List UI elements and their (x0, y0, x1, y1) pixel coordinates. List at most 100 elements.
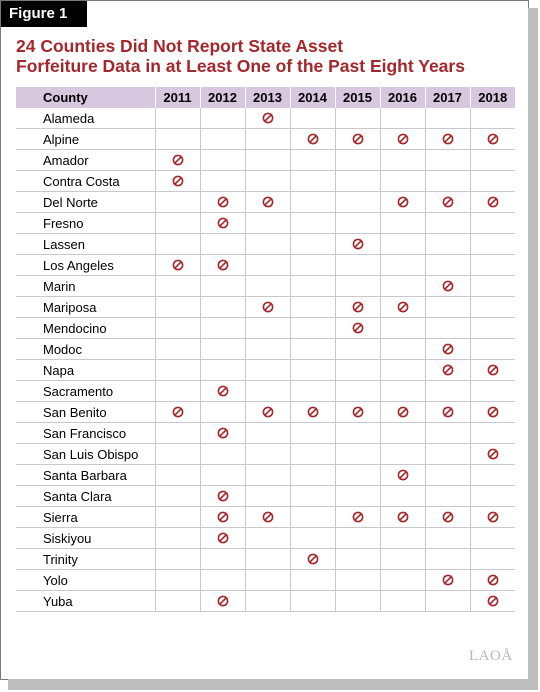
table-row: Lassen (16, 233, 515, 255)
year-cell (154, 296, 200, 318)
year-cell (199, 569, 245, 591)
year-cell (289, 170, 335, 192)
year-cell (154, 380, 200, 402)
prohibited-icon (442, 364, 453, 376)
prohibited-icon (262, 196, 273, 208)
year-cell (244, 401, 290, 423)
year-cell (289, 275, 335, 297)
prohibited-icon (352, 301, 363, 313)
table-row: Amador (16, 149, 515, 171)
prohibited-icon (172, 406, 183, 418)
year-cell (469, 569, 515, 591)
year-cell (289, 108, 335, 129)
county-name: Marin (16, 275, 155, 297)
year-cell (199, 149, 245, 171)
prohibited-icon (217, 532, 228, 544)
year-cell (379, 275, 425, 297)
year-cell (334, 590, 380, 612)
year-cell (334, 275, 380, 297)
prohibited-icon (487, 406, 499, 418)
year-cell (154, 254, 200, 276)
year-cell (379, 296, 425, 318)
year-column-header: 2012 (199, 87, 245, 108)
table-row: Los Angeles (16, 254, 515, 276)
year-cell (334, 485, 380, 507)
year-cell (289, 380, 335, 402)
year-cell (334, 548, 380, 570)
prohibited-icon (397, 301, 408, 313)
table-row: Yolo (16, 569, 515, 591)
year-cell (199, 527, 245, 549)
year-cell (424, 254, 470, 276)
year-cell (244, 569, 290, 591)
year-cell (289, 527, 335, 549)
year-cell (199, 359, 245, 381)
year-cell (244, 212, 290, 234)
year-cell (334, 191, 380, 213)
year-cell (244, 170, 290, 192)
year-cell (424, 296, 470, 318)
table-row: Marin (16, 275, 515, 297)
table-body: Alameda Alpine Amador Contra Costa Del Norte… (16, 108, 515, 612)
year-cell (154, 485, 200, 507)
county-name: Sacramento (16, 380, 155, 402)
year-cell (379, 149, 425, 171)
year-cell (199, 317, 245, 339)
county-name: Siskiyou (16, 527, 155, 549)
year-cell (244, 254, 290, 276)
year-cell (154, 401, 200, 423)
year-cell (244, 338, 290, 360)
figure-label: Figure 1 (1, 1, 87, 27)
year-cell (424, 128, 470, 150)
year-cell (154, 317, 200, 339)
year-cell (424, 317, 470, 339)
year-cell (379, 254, 425, 276)
year-cell (334, 359, 380, 381)
county-name: San Benito (16, 401, 155, 423)
year-cell (469, 527, 515, 549)
year-cell (334, 149, 380, 171)
prohibited-icon (262, 406, 273, 418)
year-cell (244, 359, 290, 381)
year-cell (199, 296, 245, 318)
prohibited-icon (442, 511, 453, 523)
year-cell (469, 422, 515, 444)
year-cell (334, 422, 380, 444)
year-cell (379, 401, 425, 423)
year-cell (379, 317, 425, 339)
prohibited-icon (397, 469, 408, 481)
prohibited-icon (442, 196, 453, 208)
year-cell (424, 191, 470, 213)
county-name: Del Norte (16, 191, 155, 213)
year-cell (469, 401, 515, 423)
year-cell (469, 317, 515, 339)
table-header-row: County 2011 2012 2013 2014 2015 2016 2017 2018 (16, 87, 515, 108)
county-name: Mariposa (16, 296, 155, 318)
lao-logo: LAOÅ (469, 648, 513, 664)
prohibited-icon (487, 364, 499, 376)
year-cell (199, 233, 245, 255)
prohibited-icon (487, 448, 499, 460)
year-cell (244, 380, 290, 402)
prohibited-icon (307, 406, 318, 418)
county-name: Santa Barbara (16, 464, 155, 486)
county-name: Yuba (16, 590, 155, 612)
year-cell (334, 296, 380, 318)
county-name: Amador (16, 149, 155, 171)
year-cell (199, 191, 245, 213)
year-cell (424, 569, 470, 591)
year-cell (244, 317, 290, 339)
year-cell (244, 443, 290, 465)
year-cell (154, 128, 200, 150)
year-cell (154, 170, 200, 192)
year-cell (289, 590, 335, 612)
year-cell (154, 275, 200, 297)
year-cell (469, 506, 515, 528)
year-cell (289, 464, 335, 486)
year-column-header: 2018 (469, 87, 515, 108)
year-cell (199, 108, 245, 129)
table-row: Trinity (16, 548, 515, 570)
year-cell (289, 338, 335, 360)
year-column-header: 2016 (379, 87, 425, 108)
year-cell (334, 569, 380, 591)
